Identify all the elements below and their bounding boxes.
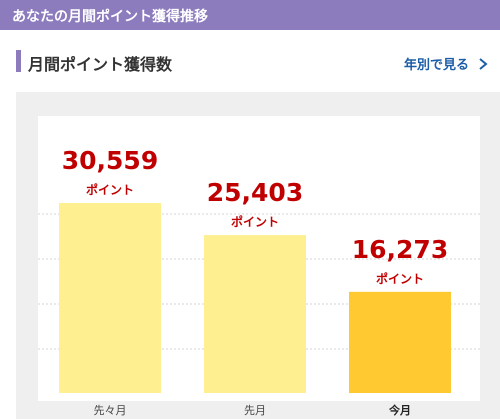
bar-unit-label: ポイント [376,271,424,286]
bar [204,235,306,393]
header-title: あなたの月間ポイント獲得推移 [12,9,208,25]
chart-panel: 30,559 ポイント先々月 25,403 ポイント先月 16,273 ポイント今月 [16,92,500,419]
chevron-right-icon [479,57,488,70]
x-tick-label: 先々月 [94,404,127,417]
x-tick-label: 今月 [388,403,411,417]
bar-unit-label: ポイント [86,182,134,197]
yearly-view-link[interactable]: 年別で見る [404,54,489,73]
section-title: 月間ポイント獲得数 [28,55,173,74]
yearly-view-link-label: 年別で見る [404,58,470,73]
bar-value-label: 16,273 [352,235,448,264]
bar [59,203,161,393]
bar-unit-label: ポイント [231,214,279,229]
x-tick-label: 先月 [244,404,266,417]
bar-value-label: 25,403 [207,178,303,207]
bar [349,291,451,393]
header-bar: あなたの月間ポイント獲得推移 [0,0,500,30]
section-accent-bar [16,50,21,72]
bar-value-label: 30,559 [62,146,158,175]
